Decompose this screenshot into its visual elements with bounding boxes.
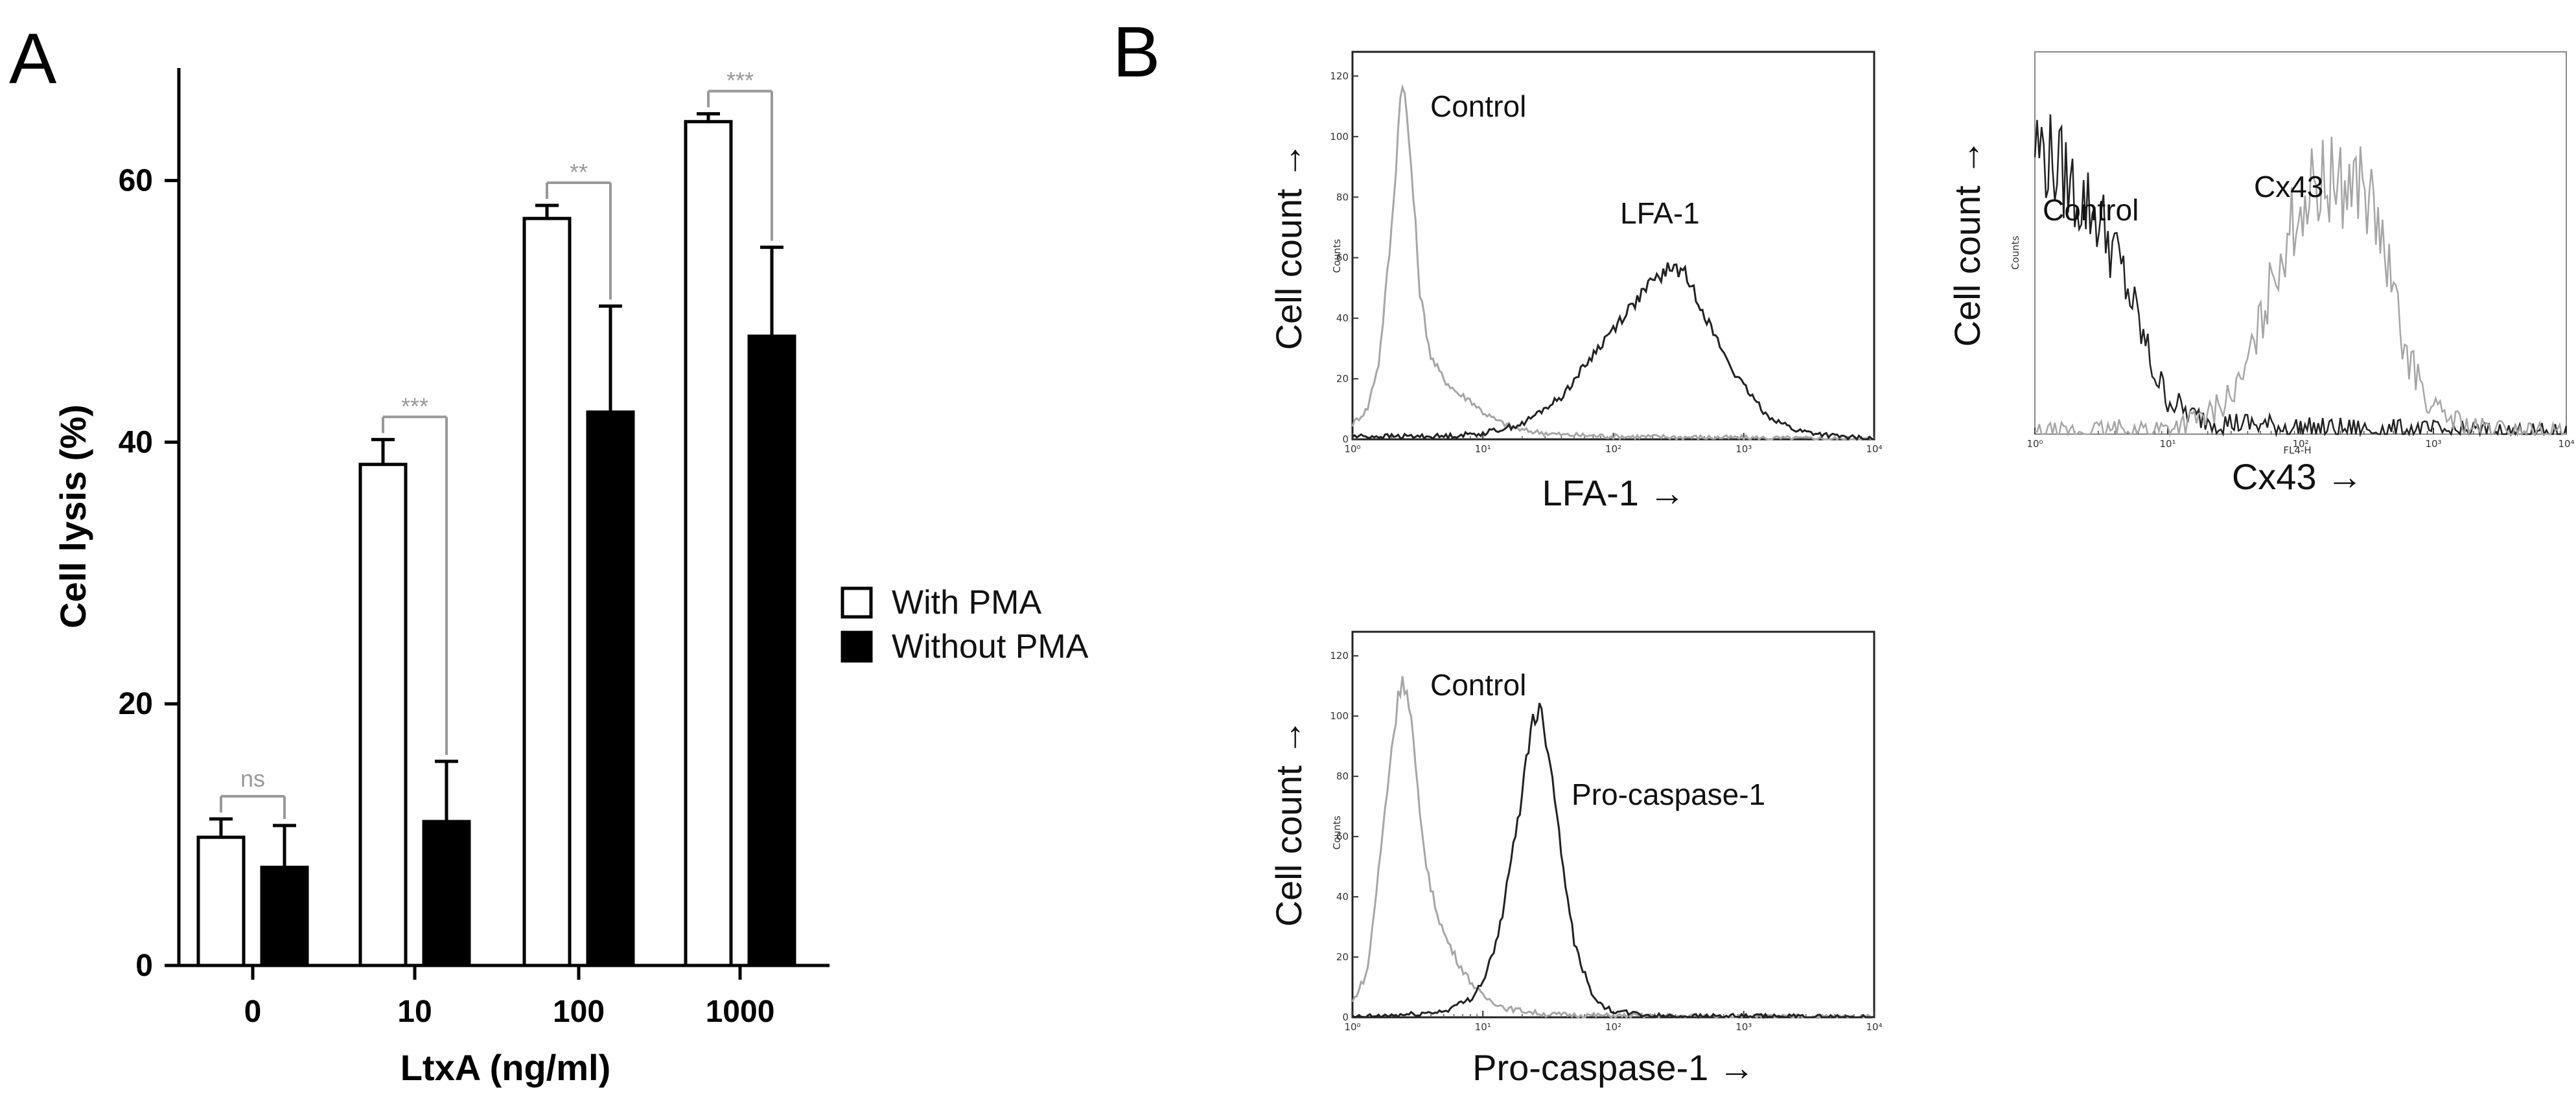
x-tick-label: 10⁰ (2026, 438, 2043, 450)
y-tick-label: 20 (119, 687, 153, 721)
y-tick-label: 0 (1342, 1011, 1349, 1023)
x-tick-label: 1000 (706, 995, 775, 1029)
inner-x-label: FL4-H (2283, 445, 2311, 456)
inner-y-label: Counts (1331, 816, 1343, 850)
legend-swatch-without-pma (841, 630, 873, 663)
x-tick-label: 10³ (1735, 443, 1752, 455)
histogram-series-line (1352, 702, 1875, 1019)
y-axis-title: Cell lysis (%) (52, 404, 93, 628)
x-tick-label: 10¹ (1475, 1021, 1491, 1033)
bar (196, 835, 246, 967)
y-tick-label: 40 (119, 425, 153, 459)
significance-brackets: ns******** (220, 67, 773, 819)
histogram-lines (1351, 84, 1875, 442)
histogram-series-line (2034, 136, 2566, 437)
histogram-series-line (1351, 676, 1874, 1019)
y-tick-label: 20 (1336, 373, 1349, 385)
significance-label: ** (570, 159, 588, 185)
x-tick-label: 10³ (1735, 1021, 1752, 1033)
bar (522, 216, 572, 967)
inner-y-label: Counts (1331, 239, 1343, 273)
x-tick-label: 10⁴ (1866, 443, 1882, 455)
inner-y-label: Counts (2010, 236, 2021, 270)
y-tick-label: 80 (1336, 191, 1349, 203)
panel-b-letter: B (1113, 12, 1160, 92)
significance-label: *** (726, 67, 754, 94)
y-ticks: 0 20 40 60 (119, 164, 179, 983)
x-tick-label: 10¹ (2159, 438, 2176, 450)
plot-frame (2034, 51, 2567, 435)
panel-a-letter: A (9, 19, 57, 98)
legend-label-with-pma: With PMA (892, 584, 1041, 621)
histogram-lfa1: 10⁰ 10¹ 10² 10³ 10⁴ 0 20 40 60 80 100 120 Counts Ce… (1268, 51, 1883, 513)
x-tick-label: 10⁴ (1866, 1021, 1882, 1033)
bar (586, 410, 635, 967)
x-axis-title: Cx43 → (2232, 456, 2363, 497)
tick-marks: 10⁰ 10¹ 10² 10³ 10⁴ 0 20 40 60 80 100 120 (1330, 70, 1882, 455)
x-tick-label: 10⁰ (1344, 443, 1360, 455)
histogram-pro-caspase-1: 10⁰ 10¹ 10² 10³ 10⁴ 0 20 40 60 80 100 120 Counts Ce… (1268, 630, 1883, 1088)
y-tick-label: 120 (1330, 650, 1349, 662)
y-axis-title: Cell count → (1268, 719, 1309, 927)
legend: With PMA Without PMA (841, 584, 1089, 665)
x-tick-label: 10¹ (1475, 443, 1491, 455)
histogram-cx43: 10⁰ 10¹ 10² 10³ 10⁴ Counts FL4-H Cell count … (1947, 51, 2575, 497)
histogram-series-line (1352, 262, 1875, 441)
label-control: Control (2043, 193, 2139, 227)
bar-marks (196, 112, 796, 967)
y-axis-title: Cell count → (1268, 143, 1309, 351)
y-tick-label: 40 (1336, 891, 1349, 903)
y-axis-title: Cell count → (1947, 139, 1988, 347)
y-tick-label: 80 (1336, 770, 1349, 782)
y-tick-label: 60 (119, 164, 153, 198)
histogram-series-line (1351, 84, 1875, 442)
x-tick-label: 10⁰ (1344, 1021, 1360, 1033)
bar (358, 463, 408, 967)
x-tick-label: 10² (2292, 438, 2308, 450)
histogram-series-line (2034, 114, 2568, 437)
bar (747, 334, 796, 967)
x-tick-label: 10² (1605, 1021, 1621, 1033)
y-tick-label: 0 (1342, 433, 1349, 445)
y-tick-label: 120 (1330, 70, 1349, 82)
legend-label-without-pma: Without PMA (892, 628, 1089, 665)
bar (684, 120, 733, 967)
label-cx43: Cx43 (2254, 170, 2323, 203)
x-tick-label: 10 (397, 995, 432, 1029)
x-axis-title: LtxA (ng/ml) (400, 1047, 611, 1088)
y-tick-label: 60 (1336, 831, 1349, 842)
label-control: Control (1430, 89, 1526, 123)
x-tick-label: 100 (553, 995, 605, 1029)
x-tick-label: 10³ (2425, 438, 2441, 450)
y-tick-label: 0 (135, 949, 153, 983)
y-tick-label: 40 (1336, 312, 1349, 324)
tick-marks: 10⁰ 10¹ 10² 10³ 10⁴ 0 20 40 60 80 100 120 (1330, 650, 1882, 1033)
significance-label: ns (240, 765, 265, 792)
x-tick-label: 10⁴ (2558, 438, 2574, 450)
label-lfa1: LFA-1 (1620, 196, 1700, 230)
histogram-lines (1351, 676, 1875, 1019)
bar (260, 866, 309, 967)
x-tick-label: 10² (1605, 443, 1621, 455)
label-pro-caspase-1: Pro-caspase-1 (1572, 778, 1765, 811)
x-axis-title: Pro-caspase-1 → (1472, 1047, 1755, 1088)
significance-label: *** (401, 393, 428, 419)
x-tick-label: 0 (244, 995, 262, 1029)
legend-swatch-with-pma (841, 586, 873, 619)
y-tick-label: 100 (1330, 131, 1349, 143)
y-tick-label: 20 (1336, 951, 1349, 963)
y-tick-label: 100 (1330, 710, 1349, 722)
label-control: Control (1430, 668, 1526, 702)
x-ticks: 0 10 100 1000 (244, 965, 775, 1029)
x-axis-title: LFA-1 → (1542, 472, 1686, 513)
histogram-lines (2034, 114, 2568, 437)
bar (422, 820, 471, 967)
y-tick-label: 60 (1336, 252, 1349, 264)
